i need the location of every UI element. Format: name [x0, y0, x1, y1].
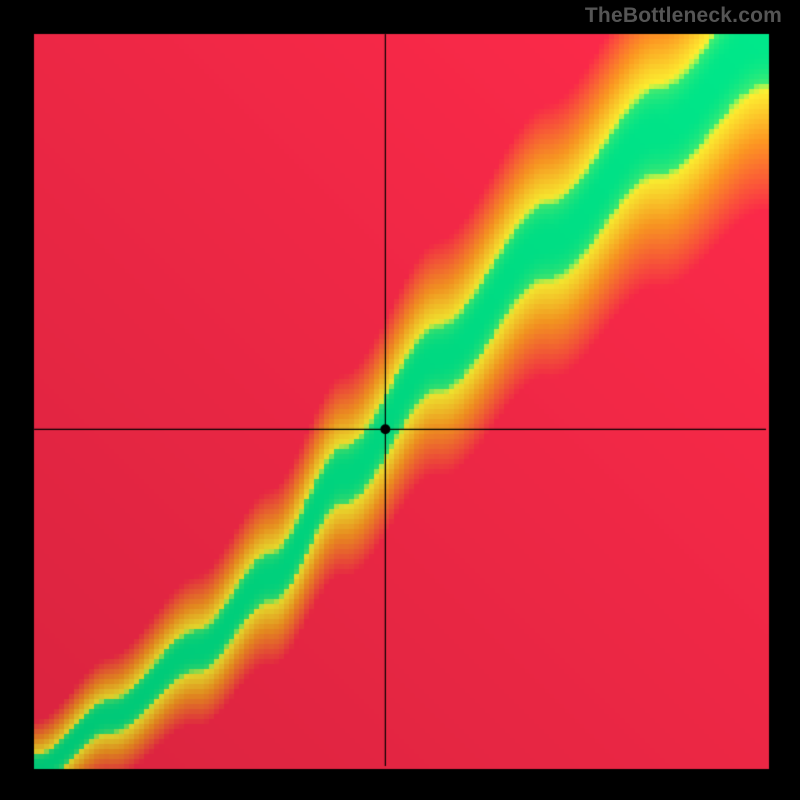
crosshair-overlay [0, 0, 800, 800]
chart-container: TheBottleneck.com [0, 0, 800, 800]
watermark-label: TheBottleneck.com [585, 4, 782, 28]
